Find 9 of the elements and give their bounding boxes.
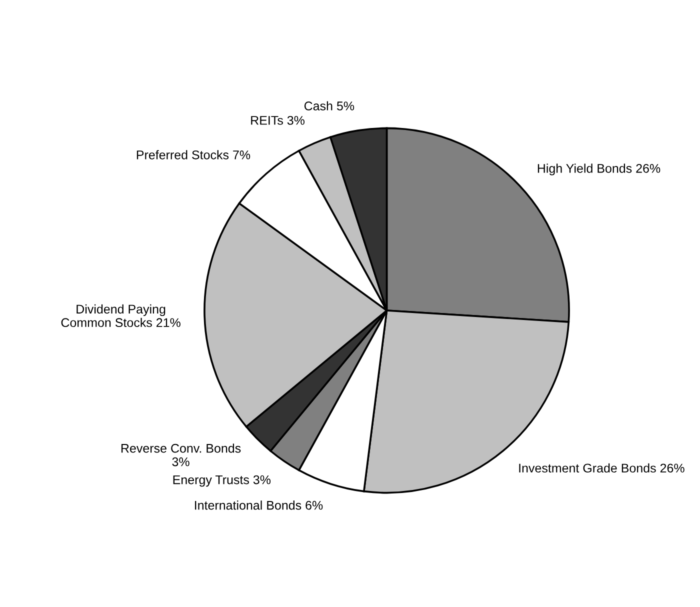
slice-label: REITs 3%	[251, 116, 305, 125]
slice-label: International Bonds 6%	[195, 500, 323, 510]
slice-label: High Yield Bonds 26%	[538, 164, 660, 176]
slice-label: Dividend Paying Common Stocks 21%	[61, 304, 180, 328]
slice-label: Investment Grade Bonds 26%	[519, 463, 684, 473]
slice-label: Reverse Conv. Bonds 3%	[121, 444, 241, 466]
slice-label: Preferred Stocks 7%	[136, 150, 250, 160]
slice-label: Energy Trusts 3%	[173, 475, 271, 487]
slice-label: Cash 5%	[304, 101, 354, 110]
